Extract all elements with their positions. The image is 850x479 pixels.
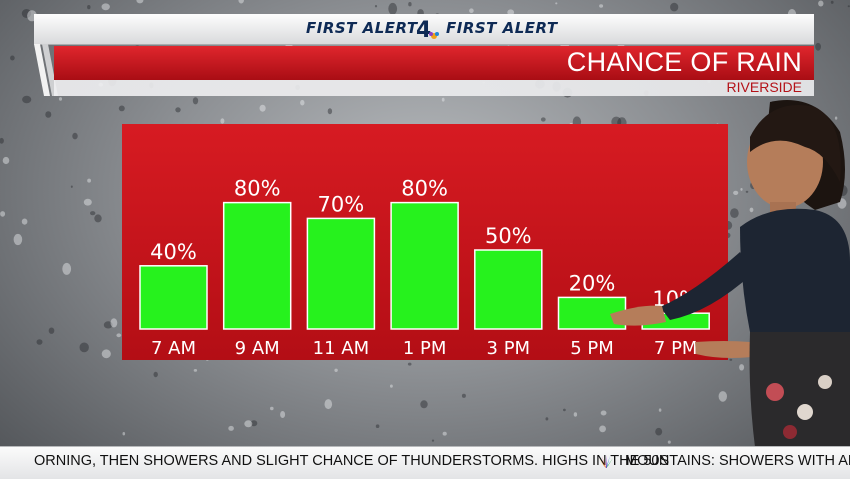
category-label: 7 AM bbox=[151, 338, 196, 359]
meteorologist-figure bbox=[610, 100, 850, 447]
nbc-4-logo-icon: 4 bbox=[416, 18, 439, 41]
first-alert-right-label: FIRST ALERT bbox=[446, 19, 558, 37]
bar-1-pm bbox=[390, 201, 459, 330]
value-label: 80% bbox=[401, 177, 448, 201]
chart-title: CHANCE OF RAIN bbox=[566, 47, 802, 77]
ticker-text-next: MOUNTAINS: SHOWERS WITH AREAS bbox=[625, 453, 850, 469]
location-bar: RIVERSIDE bbox=[54, 79, 814, 96]
value-label: 20% bbox=[569, 271, 616, 295]
nbc-peacock-icon bbox=[599, 455, 613, 468]
category-label: 11 AM bbox=[313, 338, 369, 359]
value-label: 50% bbox=[485, 224, 532, 248]
news-ticker: ORNING, THEN SHOWERS AND SLIGHT CHANCE O… bbox=[0, 446, 850, 479]
first-alert-header: FIRST ALERT 4 FIRST ALERT bbox=[34, 14, 814, 45]
location-label: RIVERSIDE bbox=[726, 79, 802, 95]
ticker-text: ORNING, THEN SHOWERS AND SLIGHT CHANCE O… bbox=[34, 453, 670, 469]
svg-text:4: 4 bbox=[416, 18, 431, 41]
bar-11-am bbox=[306, 217, 376, 330]
bar-7-am bbox=[139, 265, 208, 330]
title-bar: CHANCE OF RAIN bbox=[54, 46, 814, 80]
category-label: 5 PM bbox=[570, 338, 614, 359]
value-label: 40% bbox=[150, 240, 197, 264]
first-alert-left-label: FIRST ALERT bbox=[306, 19, 418, 37]
category-label: 7 PM bbox=[654, 338, 698, 359]
category-label: 9 AM bbox=[235, 338, 280, 359]
chart-panel: 40% 7 AM 80% 9 AM 70% 11 AM 80% 1 PM 50% 3 PM 20% 5… bbox=[122, 124, 728, 360]
category-label: 3 PM bbox=[487, 338, 531, 359]
category-label: 1 PM bbox=[403, 338, 447, 359]
value-label: 80% bbox=[234, 177, 281, 201]
bar-9-am bbox=[222, 201, 292, 330]
bar-3-pm bbox=[474, 249, 543, 330]
value-label: 70% bbox=[318, 192, 365, 216]
rain-chance-bar-chart: 40% 7 AM 80% 9 AM 70% 11 AM 80% 1 PM 50% 3 PM 20% 5… bbox=[139, 177, 710, 359]
